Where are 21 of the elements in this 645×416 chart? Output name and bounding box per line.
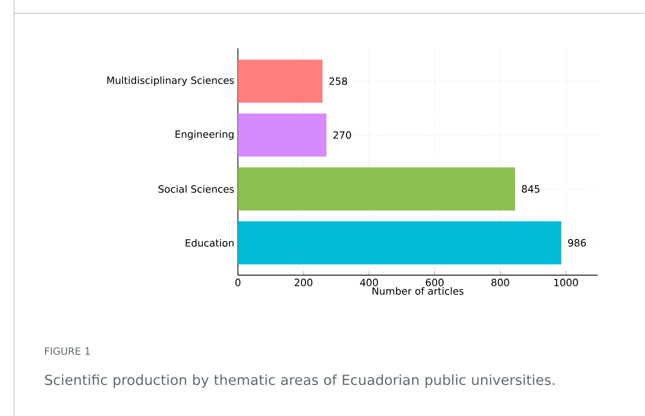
data-label: 258 bbox=[329, 77, 348, 85]
x-axis-title: Number of articles bbox=[372, 286, 464, 295]
y-tick-label: Education bbox=[186, 238, 234, 246]
bar bbox=[238, 221, 562, 264]
x-tick-label: 1000 bbox=[554, 278, 578, 286]
x-tick-label: 400 bbox=[360, 278, 378, 286]
caption: FIGURE 1 bbox=[45, 347, 90, 355]
bar bbox=[238, 113, 326, 156]
y-tick-label: Engineering bbox=[176, 130, 234, 140]
bar bbox=[238, 167, 516, 210]
x-tick-label: 200 bbox=[294, 278, 312, 286]
data-label: 270 bbox=[333, 131, 352, 139]
x-tick-label: 0 bbox=[235, 278, 240, 286]
x-tick-label: 600 bbox=[426, 278, 444, 286]
data-label: 986 bbox=[568, 238, 586, 246]
y-tick-label: Social Sciences bbox=[158, 184, 234, 193]
text: Scientific production by thematic areas of Ecuadorian public universities. bbox=[45, 374, 554, 388]
data-label: 845 bbox=[522, 184, 540, 193]
y-tick-label: Multidisciplinary Sciences bbox=[107, 76, 234, 86]
x-tick-label: 800 bbox=[491, 278, 510, 286]
bar bbox=[238, 59, 323, 103]
